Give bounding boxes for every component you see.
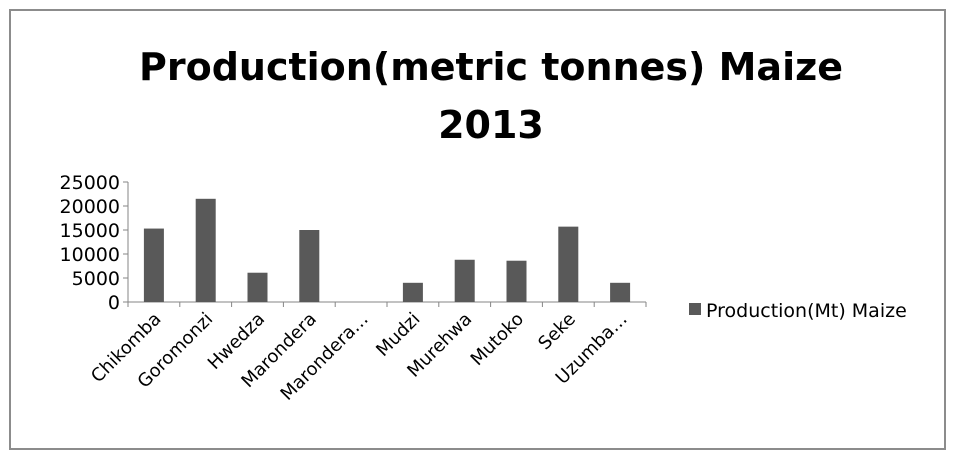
y-tick-label: 20000 xyxy=(60,196,120,218)
bar xyxy=(558,226,579,302)
chart-x-labels: ChikombaGoromonziHwedzaMaronderaMaronder… xyxy=(87,309,632,405)
chart-bars xyxy=(143,198,631,302)
legend-label: Production(Mt) Maize xyxy=(706,300,907,322)
x-tick-label: Seke xyxy=(534,309,580,355)
bar xyxy=(454,259,475,302)
y-tick-label: 25000 xyxy=(60,172,120,194)
bar xyxy=(299,230,320,302)
y-tick-label: 15000 xyxy=(60,220,120,242)
x-tick-label: Mutoko xyxy=(467,309,528,370)
bar xyxy=(506,260,527,302)
y-tick-label: 10000 xyxy=(60,244,120,266)
y-tick-label: 0 xyxy=(108,292,120,314)
legend-swatch xyxy=(689,303,701,315)
bar xyxy=(610,282,631,302)
bar xyxy=(402,282,423,302)
y-tick-label: 5000 xyxy=(72,268,120,290)
bar xyxy=(143,228,164,302)
chart-title-line-2: 2013 xyxy=(438,103,544,147)
chart-frame xyxy=(9,9,946,450)
chart-legend: Production(Mt) Maize xyxy=(689,300,907,322)
bar xyxy=(195,198,216,302)
chart-title-line-1: Production(metric tonnes) Maize xyxy=(139,45,843,89)
bar xyxy=(247,272,268,302)
